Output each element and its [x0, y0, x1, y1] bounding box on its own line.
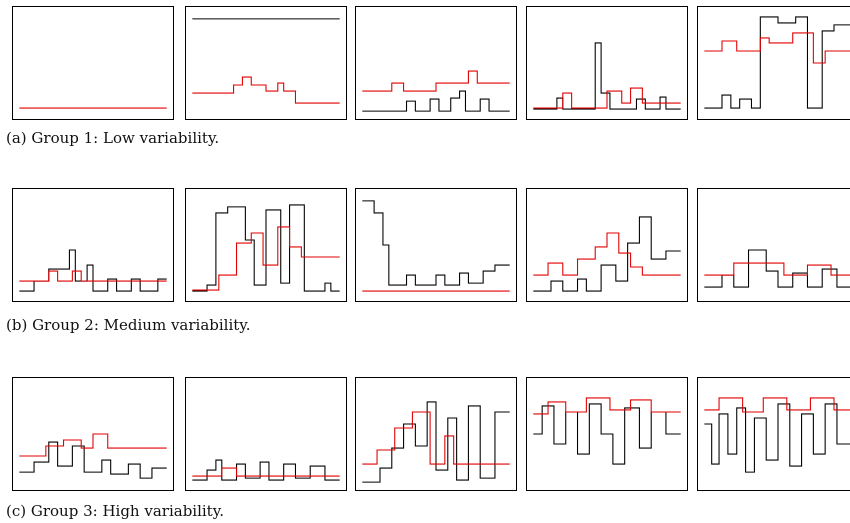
red-series-line	[533, 232, 681, 276]
panel-plot	[362, 200, 510, 292]
caption-group-2: (b) Group 2: Medium variability.	[6, 316, 251, 334]
panel-group-1-1	[12, 6, 174, 120]
panel-plot	[19, 249, 167, 292]
panel-plot	[533, 216, 681, 292]
panel-plot	[704, 16, 850, 109]
panel-plot	[704, 397, 850, 473]
red-series-line	[704, 262, 850, 276]
panel-group-2-4	[526, 188, 688, 302]
black-series-line	[192, 204, 340, 292]
panel-group-1-5	[697, 6, 850, 120]
panel-group-3-2	[185, 377, 347, 491]
panel-plot	[192, 459, 340, 481]
caption-group-1: (a) Group 1: Low variability.	[6, 129, 220, 147]
black-series-line	[704, 249, 850, 288]
panel-plot	[192, 204, 340, 292]
panel-group-2-1	[12, 188, 174, 302]
black-series-line	[704, 403, 850, 473]
black-series-line	[362, 200, 510, 286]
black-series-line	[362, 401, 510, 483]
panel-group-1-2	[185, 6, 347, 120]
panel-plot	[19, 433, 167, 479]
black-series-line	[19, 441, 167, 479]
red-series-line	[533, 397, 681, 415]
black-series-line	[19, 249, 167, 292]
panel-group-1-3	[355, 6, 517, 120]
black-series-line	[362, 90, 510, 112]
red-series-line	[704, 32, 850, 64]
panel-group-2-5	[697, 188, 850, 302]
black-series-line	[704, 16, 850, 109]
panel-plot	[362, 401, 510, 483]
red-series-line	[533, 87, 681, 109]
red-series-line	[362, 70, 510, 92]
panel-group-2-2	[185, 188, 347, 302]
red-series-line	[192, 76, 340, 104]
panel-plot	[533, 42, 681, 110]
panel-plot	[362, 70, 510, 112]
panel-plot	[192, 18, 340, 104]
red-series-line	[192, 467, 340, 477]
panel-plot	[533, 397, 681, 465]
red-series-line	[19, 433, 167, 457]
panel-group-3-3	[355, 377, 517, 491]
black-series-line	[192, 459, 340, 481]
panel-group-3-4	[526, 377, 688, 491]
caption-group-3: (c) Group 3: High variability.	[6, 502, 224, 520]
red-series-line	[704, 397, 850, 413]
black-series-line	[533, 403, 681, 465]
panel-group-3-5	[697, 377, 850, 491]
red-series-line	[362, 411, 510, 465]
black-series-line	[533, 216, 681, 292]
panel-group-2-3	[355, 188, 517, 302]
red-series-line	[192, 226, 340, 291]
panel-group-3-1	[12, 377, 174, 491]
red-series-line	[19, 270, 167, 282]
panel-group-1-4	[526, 6, 688, 120]
panel-plot	[19, 107, 167, 109]
panel-plot	[704, 249, 850, 288]
